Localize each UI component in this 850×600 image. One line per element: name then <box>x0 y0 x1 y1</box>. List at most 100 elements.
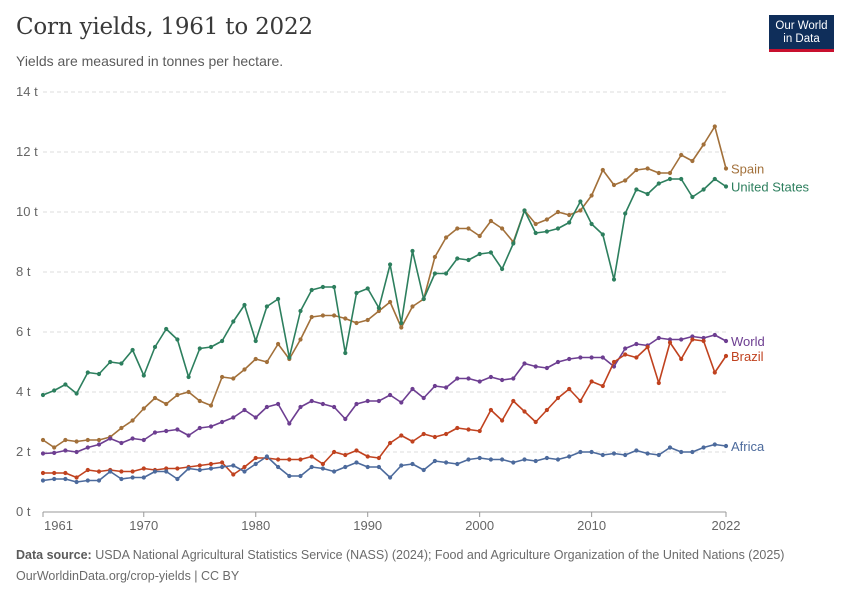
data-point <box>701 142 706 147</box>
data-point <box>231 463 236 468</box>
data-point <box>365 286 370 291</box>
data-point <box>399 320 404 326</box>
data-point <box>567 212 572 218</box>
data-point <box>276 341 281 347</box>
data-point <box>701 445 706 450</box>
data-point <box>152 469 158 474</box>
data-point <box>410 248 415 254</box>
data-point <box>354 290 359 296</box>
data-point <box>488 218 493 224</box>
data-point <box>108 436 113 441</box>
data-point <box>74 391 79 396</box>
x-tick-label: 1990 <box>353 518 382 533</box>
data-point <box>332 469 337 474</box>
data-point <box>74 449 79 455</box>
data-point <box>63 470 68 476</box>
data-point <box>264 404 269 410</box>
data-point <box>242 407 247 413</box>
y-tick-label: 14 t <box>16 84 38 99</box>
owid-logo[interactable]: Our World in Data <box>769 15 834 52</box>
data-point <box>343 350 348 356</box>
data-point <box>555 359 561 365</box>
data-point <box>376 464 381 470</box>
data-point <box>712 370 717 375</box>
data-point <box>488 457 493 462</box>
data-point <box>567 454 572 459</box>
data-point <box>343 452 348 458</box>
data-point <box>455 256 460 261</box>
series-line <box>42 178 727 396</box>
logo-line1: Our World <box>775 20 828 32</box>
data-point <box>40 451 46 456</box>
data-point <box>522 409 527 414</box>
data-point <box>376 308 381 314</box>
y-tick-label: 10 t <box>16 204 38 219</box>
data-point <box>152 395 158 401</box>
data-point <box>432 271 437 276</box>
x-tick-label: 2000 <box>465 518 494 533</box>
data-point <box>242 464 247 470</box>
data-point <box>108 469 113 474</box>
data-point <box>52 445 57 450</box>
data-point <box>555 457 561 462</box>
data-point <box>421 431 426 437</box>
url-license[interactable]: OurWorldinData.org/crop-yields | CC BY <box>16 569 240 583</box>
data-point <box>399 463 404 468</box>
data-point <box>164 428 169 434</box>
data-point <box>74 479 79 485</box>
data-point <box>477 251 482 257</box>
data-point <box>309 314 314 320</box>
data-point <box>589 221 594 227</box>
data-point <box>52 388 57 393</box>
data-point <box>578 208 583 213</box>
source-text: USDA National Agricultural Statistics Se… <box>95 548 785 562</box>
data-point <box>298 457 303 462</box>
data-point <box>444 460 449 465</box>
data-point <box>253 455 258 461</box>
data-point <box>645 451 650 456</box>
data-point <box>667 337 673 342</box>
data-point <box>197 463 202 468</box>
data-point <box>611 451 617 456</box>
data-point <box>119 425 124 431</box>
data-point <box>220 338 225 344</box>
data-point <box>85 478 90 483</box>
data-point <box>96 437 102 443</box>
data-point <box>96 442 102 447</box>
data-point <box>130 418 135 423</box>
data-point <box>264 304 269 309</box>
data-point <box>376 455 381 461</box>
data-point <box>63 437 68 443</box>
data-point <box>466 427 471 432</box>
data-point <box>175 427 180 432</box>
data-point <box>488 407 493 413</box>
data-point <box>208 424 214 429</box>
data-point <box>309 454 314 459</box>
data-point <box>466 457 471 462</box>
data-point <box>667 340 673 345</box>
data-point <box>130 469 135 474</box>
data-point <box>488 374 493 380</box>
data-point <box>96 478 102 483</box>
data-point <box>589 449 594 455</box>
source-label: Data source: <box>16 548 92 562</box>
data-point <box>141 475 146 480</box>
data-point <box>634 448 639 453</box>
data-point <box>186 389 191 395</box>
data-point <box>287 457 292 462</box>
data-point <box>152 344 158 350</box>
data-point <box>455 461 460 467</box>
data-point <box>309 287 314 293</box>
data-point <box>141 466 146 471</box>
data-point <box>690 158 695 164</box>
data-point <box>197 346 202 351</box>
data-point <box>343 464 348 470</box>
data-point <box>332 449 337 455</box>
y-tick-label: 4 t <box>16 384 31 399</box>
series-label: Africa <box>731 439 765 454</box>
data-point <box>130 436 135 441</box>
data-point <box>544 455 550 461</box>
source-note: Data source: USDA National Agricultural … <box>16 548 784 562</box>
series-line <box>42 125 727 449</box>
data-point <box>309 464 314 470</box>
